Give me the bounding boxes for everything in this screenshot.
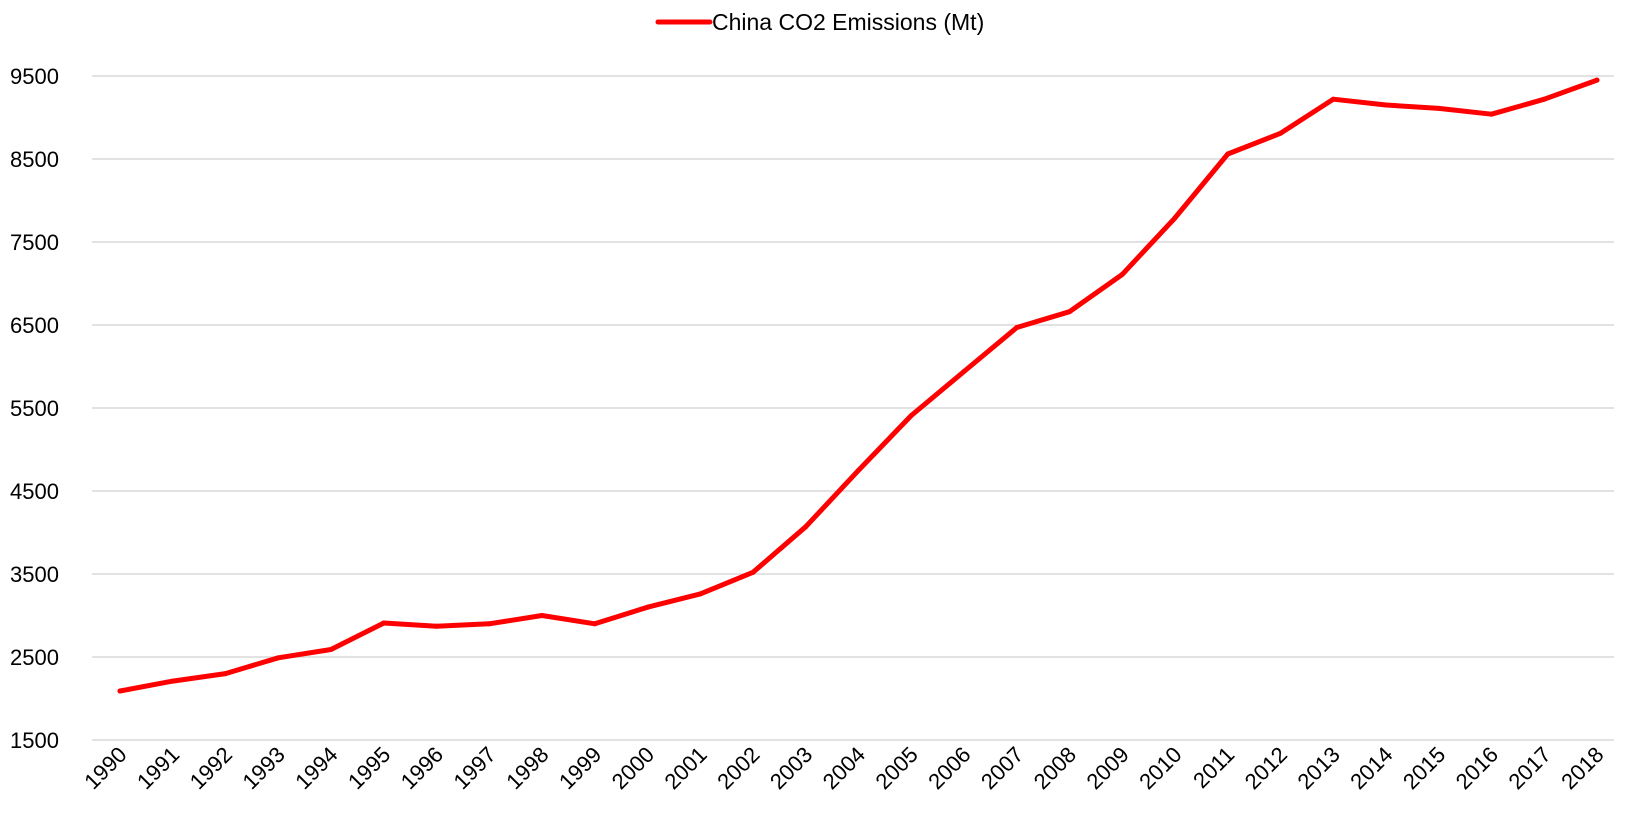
data-point <box>908 412 914 418</box>
x-tick-label: 1997 <box>448 742 500 794</box>
y-axis-tick-labels: 1500 2500 3500 4500 5500 6500 7500 8500 9500 <box>10 64 59 753</box>
x-tick-label: 2007 <box>976 742 1028 794</box>
data-point <box>275 655 281 661</box>
data-point <box>1278 130 1283 136</box>
series-layer <box>117 77 1600 694</box>
data-point <box>592 621 598 627</box>
x-tick-label: 1991 <box>132 742 184 794</box>
x-tick-label: 1995 <box>343 742 395 794</box>
data-point <box>803 524 809 530</box>
x-tick-label: 1990 <box>79 742 131 794</box>
y-gridlines <box>92 75 1614 741</box>
x-tick-label: 1998 <box>501 742 553 794</box>
data-point <box>170 678 176 684</box>
data-point <box>434 623 439 629</box>
x-tick-label: 1992 <box>185 742 237 794</box>
data-point <box>1119 271 1125 277</box>
data-point <box>117 688 123 694</box>
data-point <box>486 621 492 627</box>
data-point <box>750 569 756 575</box>
x-tick-label: 2006 <box>923 742 975 794</box>
x-tick-label: 2000 <box>607 742 659 794</box>
data-point <box>1489 111 1494 117</box>
x-tick-label: 2012 <box>1240 742 1292 794</box>
x-tick-label: 2014 <box>1345 742 1397 794</box>
data-point <box>856 467 861 473</box>
x-tick-label: 2005 <box>870 742 922 794</box>
series-line <box>117 77 1600 694</box>
y-tick-label: 3500 <box>10 562 59 587</box>
data-point <box>1067 309 1072 315</box>
x-tick-label: 2011 <box>1188 742 1239 793</box>
x-tick-label: 2001 <box>659 742 711 794</box>
x-tick-label: 2017 <box>1503 742 1555 794</box>
y-tick-label: 4500 <box>10 479 59 504</box>
legend-label: China CO2 Emissions (Mt) <box>712 9 984 35</box>
y-tick-label: 1500 <box>10 728 59 753</box>
y-tick-label: 9500 <box>10 64 59 89</box>
x-tick-label: 2002 <box>712 742 764 794</box>
x-tick-label: 2013 <box>1292 742 1344 794</box>
x-tick-label: 1999 <box>554 742 606 794</box>
x-tick-label: 2004 <box>818 742 870 794</box>
x-axis-tick-labels: 1990 1991 1992 1993 1994 1995 1996 1997 1998 1999… <box>79 742 1608 794</box>
y-tick-label: 5500 <box>10 396 59 421</box>
data-point <box>1330 96 1336 102</box>
data-point <box>539 613 545 618</box>
y-tick-label: 7500 <box>10 230 59 255</box>
data-point <box>1383 102 1389 108</box>
y-tick-label: 6500 <box>10 313 59 338</box>
data-point <box>223 671 228 677</box>
data-point <box>1436 105 1442 111</box>
data-point <box>328 647 334 653</box>
data-point <box>1172 215 1178 221</box>
y-tick-label: 8500 <box>10 147 59 172</box>
data-point <box>645 604 650 610</box>
x-tick-label: 1996 <box>396 742 448 794</box>
x-tick-label: 2018 <box>1556 742 1608 794</box>
x-tick-label: 1993 <box>237 742 289 794</box>
x-tick-label: 2003 <box>765 742 817 794</box>
y-tick-label: 2500 <box>10 645 59 670</box>
x-tick-label: 2015 <box>1398 742 1450 794</box>
x-tick-label: 1994 <box>290 742 342 794</box>
data-point <box>697 591 703 597</box>
x-tick-label: 2010 <box>1134 742 1186 794</box>
data-point <box>1594 77 1600 83</box>
chart-legend: China CO2 Emissions (Mt) <box>655 9 984 35</box>
x-tick-label: 2016 <box>1451 742 1503 794</box>
data-point <box>1014 324 1020 330</box>
data-point <box>1225 151 1231 157</box>
data-point <box>961 368 967 374</box>
data-point <box>1541 96 1547 102</box>
x-tick-label: 2009 <box>1081 742 1133 794</box>
x-tick-label: 2008 <box>1029 742 1081 794</box>
data-point <box>381 620 387 626</box>
